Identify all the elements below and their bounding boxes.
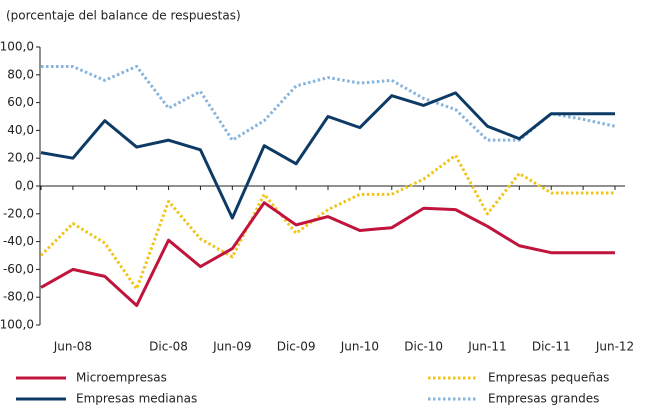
y-tick-label: 60,0 <box>7 95 34 109</box>
y-tick-label: 100,0 <box>0 40 34 54</box>
legend-label: Empresas grandes <box>488 392 599 406</box>
y-tick-label: -20,0 <box>3 206 34 220</box>
x-tick-label: Jun-10 <box>340 340 379 354</box>
series-line <box>39 153 615 291</box>
series-line <box>41 64 616 142</box>
x-tick-label: Dic-09 <box>277 340 316 354</box>
series-line <box>40 91 615 220</box>
y-tick-label: -80,0 <box>3 290 34 304</box>
series-line <box>40 201 615 308</box>
x-tick-label: Jun-12 <box>595 340 634 354</box>
y-tick-label: -40,0 <box>3 234 34 248</box>
legend-label: Empresas pequeñas <box>488 371 609 385</box>
x-tick-label: Jun-08 <box>53 340 92 354</box>
x-tick-label: Dic-11 <box>532 340 571 354</box>
chart-subtitle: (porcentaje del balance de respuestas) <box>6 9 241 23</box>
y-tick-label: 40,0 <box>7 123 34 137</box>
y-tick-label: -100,0 <box>0 318 34 332</box>
y-tick-label: 20,0 <box>7 151 34 165</box>
y-tick-label: -60,0 <box>3 262 34 276</box>
y-tick-label: 80,0 <box>7 67 34 81</box>
x-tick-label: Jun-11 <box>467 340 506 354</box>
legend-label: Empresas medianas <box>76 392 197 406</box>
x-tick-label: Jun-09 <box>212 340 251 354</box>
x-tick-label: Dic-10 <box>404 340 443 354</box>
y-tick-label: 0,0 <box>15 179 34 193</box>
legend-label: Microempresas <box>76 371 167 385</box>
x-tick-label: Dic-08 <box>149 340 188 354</box>
